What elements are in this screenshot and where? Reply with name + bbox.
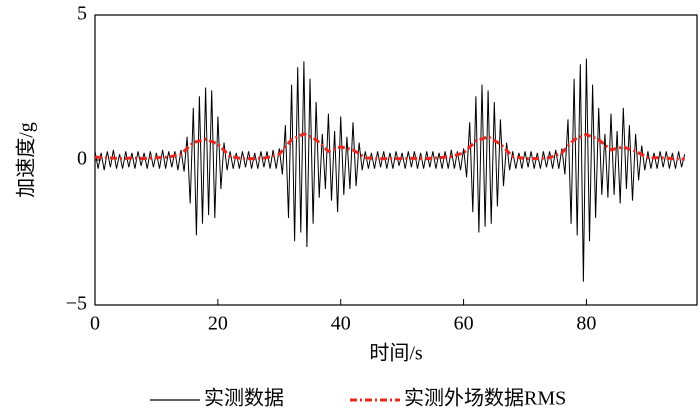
x-tick-label: 60 (454, 313, 474, 335)
legend-label: 实测外场数据RMS (404, 387, 566, 410)
y-tick-label: 0 (77, 148, 87, 170)
y-axis-label: 加速度/g (15, 122, 38, 198)
legend-label: 实测数据 (204, 387, 284, 410)
x-axis-label: 时间/s (369, 342, 423, 365)
data-line (94, 58, 686, 282)
data-line (94, 132, 685, 161)
x-tick-label: 80 (576, 313, 596, 335)
x-tick-label: 20 (208, 313, 228, 335)
x-tick-label: 0 (90, 313, 100, 335)
x-tick-label: 40 (331, 313, 351, 335)
y-tick-label: 5 (77, 3, 87, 25)
y-tick-label: −5 (66, 293, 87, 315)
